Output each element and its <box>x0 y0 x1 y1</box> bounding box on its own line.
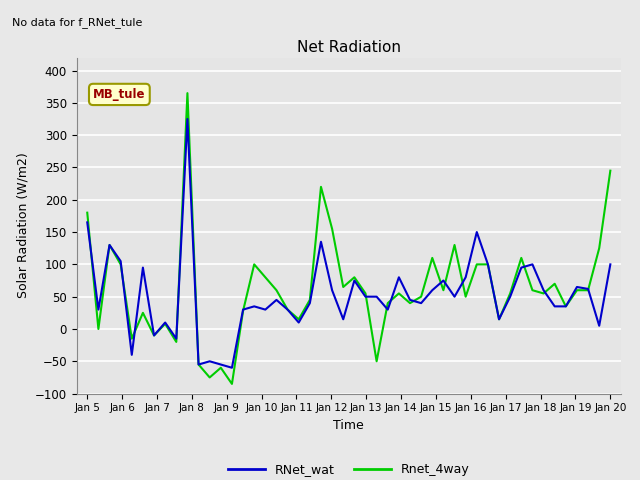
Text: MB_tule: MB_tule <box>93 88 146 101</box>
Text: No data for f_RNet_tule: No data for f_RNet_tule <box>12 17 142 28</box>
Legend: RNet_wat, Rnet_4way: RNet_wat, Rnet_4way <box>223 458 475 480</box>
X-axis label: Time: Time <box>333 419 364 432</box>
Y-axis label: Solar Radiation (W/m2): Solar Radiation (W/m2) <box>17 153 29 299</box>
Title: Net Radiation: Net Radiation <box>297 40 401 55</box>
